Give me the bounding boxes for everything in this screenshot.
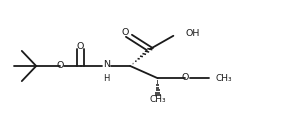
Text: CH₃: CH₃ — [149, 95, 166, 104]
Text: N: N — [103, 60, 110, 69]
Text: O: O — [181, 73, 189, 82]
Text: O: O — [77, 42, 84, 51]
Text: O: O — [121, 28, 129, 37]
Text: CH₃: CH₃ — [215, 74, 232, 83]
Text: OH: OH — [185, 29, 199, 38]
Text: H: H — [104, 74, 110, 83]
Text: O: O — [56, 62, 63, 70]
